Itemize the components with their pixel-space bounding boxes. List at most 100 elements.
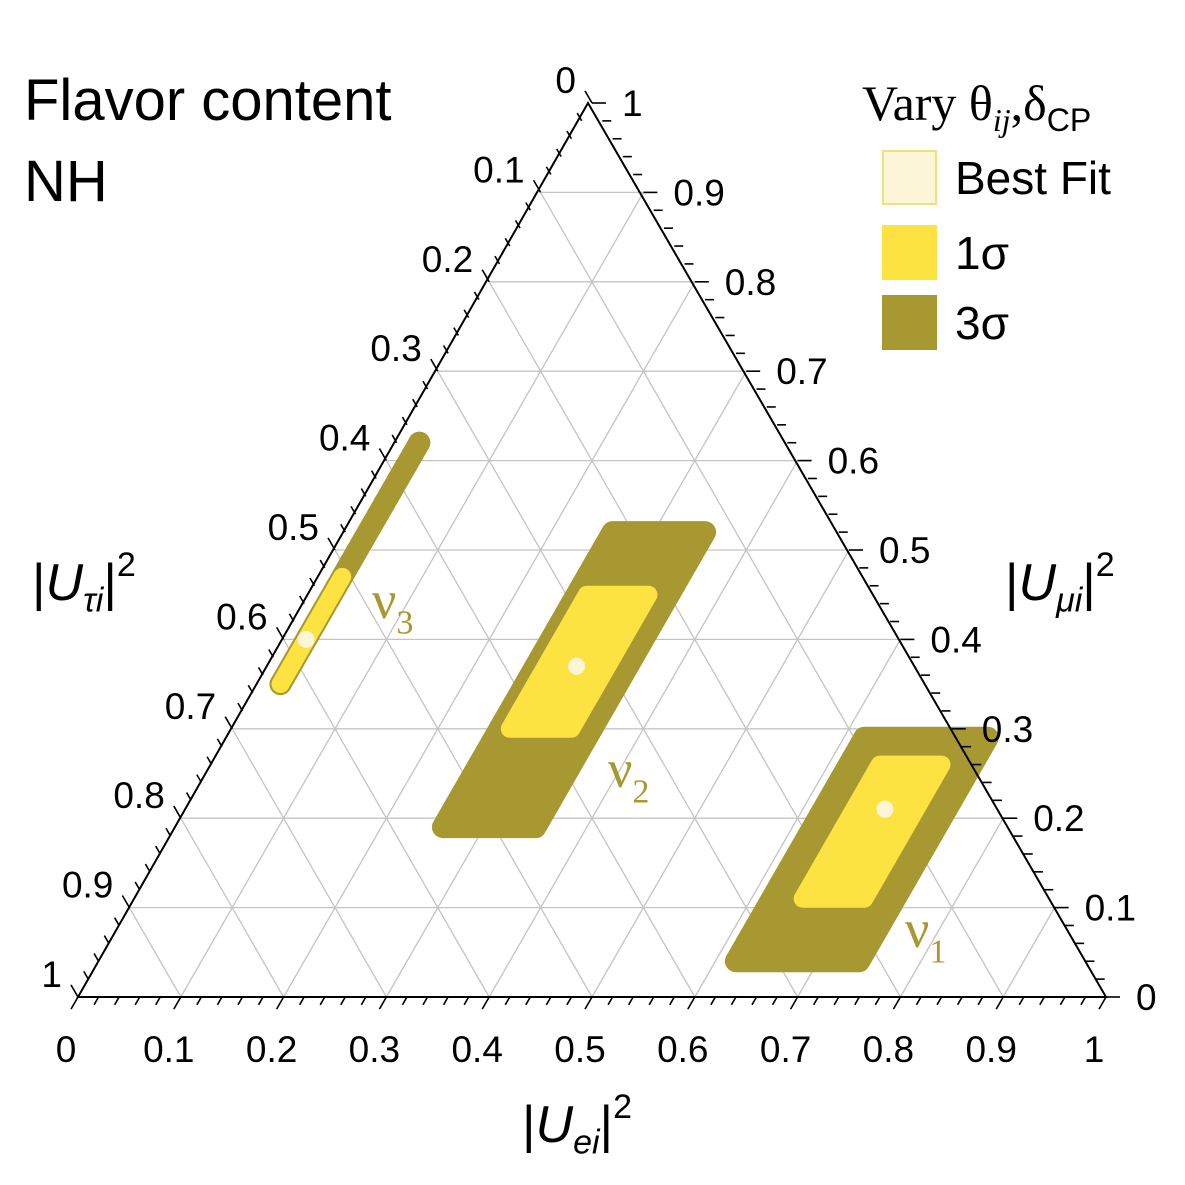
tick-bottom [319, 996, 326, 1006]
tick-bottom [771, 996, 778, 1006]
legend-title-delta: δ [1023, 75, 1047, 131]
tick-label-right: 0 [1136, 977, 1157, 1018]
legend-item-best-fit: Best Fit [882, 150, 1111, 205]
tick-bottom [340, 996, 346, 1006]
tick-left [134, 881, 141, 891]
tick-left [442, 345, 449, 354]
axis-label-bottom: |Uei|2 [522, 1090, 632, 1160]
tick-left [70, 984, 79, 998]
tick-left [196, 774, 203, 783]
tick-left [165, 827, 172, 837]
region-label-nu2-symbol: ν [608, 739, 633, 799]
grid-line-e-9 [1002, 907, 1056, 998]
tick-bottom [1039, 996, 1046, 1006]
tick-bottom [463, 996, 470, 1006]
tick-label-left: 0.3 [370, 328, 421, 369]
tick-left [340, 523, 346, 533]
tick-bottom [545, 996, 552, 1006]
tick-label-bottom: 0.7 [760, 1029, 811, 1070]
tick-label-left: 0.4 [319, 418, 370, 459]
tick-left [545, 166, 552, 175]
tick-left [121, 895, 131, 908]
legend-label-3sigma: 3σ [955, 296, 1009, 349]
tick-bottom [854, 996, 860, 1006]
tick-left [288, 613, 295, 622]
axis-label-bottom-symbol: U [535, 1095, 574, 1154]
tick-label-right: 0.8 [725, 262, 776, 303]
tick-left [463, 309, 470, 318]
region-label-nu1-index: 1 [929, 933, 947, 971]
tick-label-right: 0.7 [776, 351, 827, 392]
tick-left [268, 649, 275, 658]
tick-label-bottom: 0.2 [246, 1029, 297, 1070]
legend-swatch-best-fit [882, 150, 937, 205]
best-fit-marker-nu2 [568, 657, 586, 675]
tick-left [309, 577, 316, 587]
axis-label-right-bar-open: | [1005, 553, 1019, 612]
region-label-nu3-symbol: ν [372, 570, 397, 630]
tick-bottom [1080, 996, 1087, 1006]
tick-label-bottom: 0.8 [863, 1029, 914, 1070]
tick-bottom [442, 996, 449, 1006]
tick-left [327, 537, 336, 551]
best-fit-marker-nu1 [876, 800, 894, 818]
tick-left [494, 255, 501, 265]
tick-left [216, 738, 223, 748]
tick-bottom [915, 996, 922, 1006]
grid-line-e-6 [694, 639, 901, 998]
tick-bottom [298, 996, 305, 1006]
legend-title-prefix: Vary [862, 75, 957, 131]
tick-label-left: 0.6 [216, 596, 267, 637]
tick-bottom [155, 996, 161, 1006]
grid-line-tau-8 [180, 817, 285, 998]
tick-label-left: 0.9 [62, 865, 113, 906]
region-nu1-1sigma [793, 755, 951, 908]
tick-bottom [378, 996, 388, 1010]
tick-bottom [627, 996, 634, 1006]
tick-left [391, 434, 398, 444]
tick-left [566, 130, 573, 140]
legend-title-theta: θ [968, 75, 993, 131]
region-label-nu1-symbol: ν [905, 899, 930, 959]
legend-swatch-1sigma [882, 225, 937, 280]
axis-label-left-bar-open: | [32, 553, 46, 612]
tick-label-right: 0.2 [1033, 798, 1084, 839]
tick-bottom [360, 996, 367, 1006]
legend-title-comma: , [1010, 75, 1024, 131]
axis-label-right-symbol: U [1018, 553, 1057, 612]
tick-bottom [956, 996, 963, 1006]
best-fit-marker-nu3 [297, 630, 315, 648]
tick-left [350, 506, 357, 515]
tick-bottom [812, 996, 819, 1006]
axis-label-right-sub: μi [1056, 581, 1083, 620]
legend-title: Vary θij,δCP [862, 78, 1091, 136]
tick-bottom [237, 996, 244, 1006]
region-label-nu3-index: 3 [396, 604, 414, 642]
tick-bottom [730, 996, 737, 1006]
tick-label-left: 1 [41, 954, 62, 995]
tick-bottom [892, 996, 902, 1010]
tick-label-right: 0.6 [828, 441, 879, 482]
region-label-nu2: ν2 [608, 742, 649, 809]
axis-label-left-bar-close: | [103, 553, 117, 612]
tick-bottom [93, 996, 100, 1006]
axis-label-left: |Uτi|2 [32, 548, 136, 618]
tick-left [453, 327, 460, 336]
grid-line-e-5 [591, 549, 850, 998]
tick-bottom [275, 996, 285, 1010]
tick-left [473, 291, 480, 301]
tick-left [206, 756, 213, 765]
tick-bottom [525, 996, 532, 1006]
region-nu3-3sigma-dot [408, 431, 431, 454]
tick-bottom [1018, 996, 1025, 1006]
tick-left [378, 448, 388, 462]
tick-left [360, 488, 367, 497]
tick-left [103, 935, 110, 944]
tick-left [155, 845, 161, 855]
tick-left [504, 237, 511, 247]
tick-bottom [216, 996, 223, 1006]
tick-left [224, 716, 233, 730]
tick-left [93, 953, 100, 962]
chart-title-line-2: NH [24, 149, 108, 214]
tick-left [185, 792, 192, 801]
